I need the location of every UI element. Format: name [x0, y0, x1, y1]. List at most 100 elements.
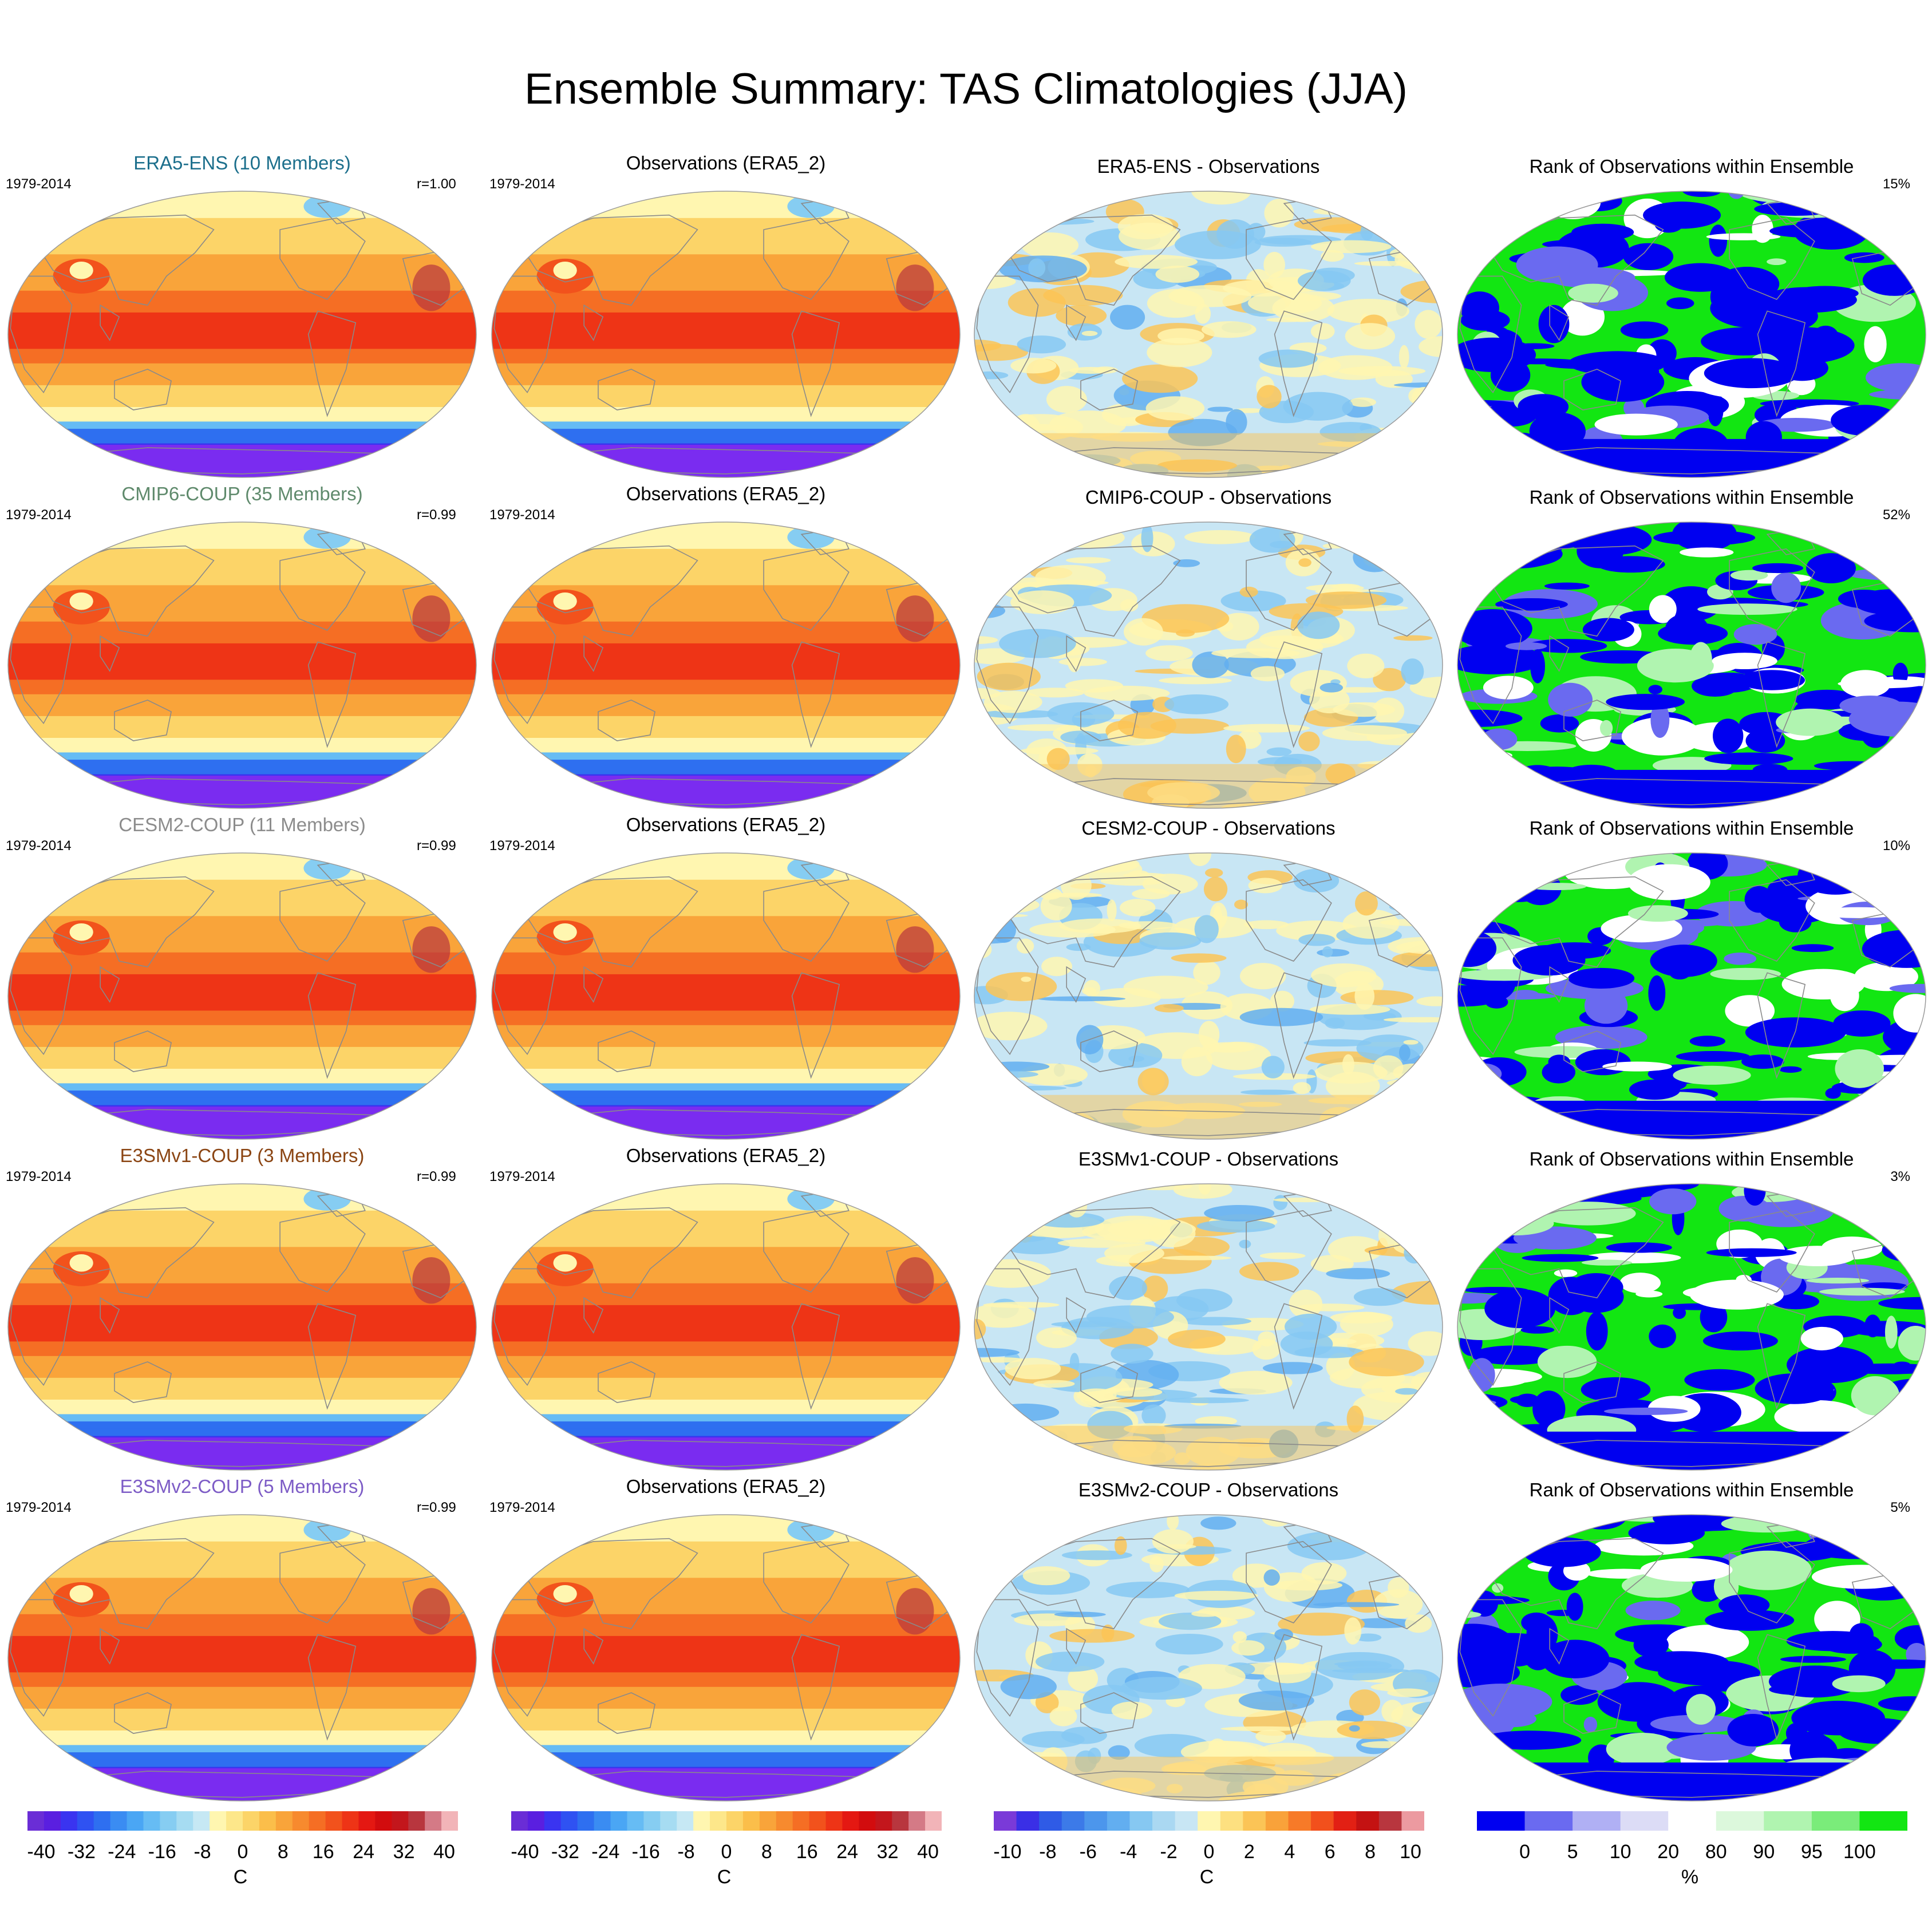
colorbar-tick-label: 0 [1519, 1841, 1531, 1863]
colorbar-tick-label: 6 [1324, 1841, 1336, 1863]
obs-panel-title: Observations (ERA5_2) [626, 152, 826, 173]
rank-percent-label: 3% [1890, 1169, 1910, 1184]
colorbar-tick-label: 80 [1705, 1841, 1727, 1863]
colorbar-swatch [908, 1811, 926, 1831]
colorbar-swatch [825, 1811, 843, 1831]
colorbar-swatch [375, 1811, 392, 1831]
model-panel-title: CESM2-COUP (11 Members) [118, 814, 366, 835]
colorbar-swatch [176, 1811, 193, 1831]
colorbar-swatch [1859, 1811, 1907, 1831]
rank-map [1457, 1183, 1926, 1471]
colorbar-tick-label: -24 [591, 1841, 620, 1863]
colorbar-swatch [408, 1811, 425, 1831]
obs-panel-title: Observations (ERA5_2) [626, 483, 826, 504]
colorbar-swatch [1401, 1811, 1424, 1831]
difference-map [974, 191, 1443, 478]
figure-title: Ensemble Summary: TAS Climatologies (JJA… [524, 65, 1408, 113]
colorbar [511, 1811, 942, 1831]
colorbar-tick-label: 10 [1609, 1841, 1631, 1863]
diff-panel-title: ERA5-ENS - Observations [1097, 156, 1320, 177]
correlation-label: r=0.99 [417, 507, 456, 523]
colorbar-tick-label: 90 [1753, 1841, 1775, 1863]
rank-map [1457, 191, 1926, 478]
rank-panel-title: Rank of Observations within Ensemble [1529, 1148, 1854, 1170]
colorbar-swatch [1311, 1811, 1334, 1831]
colorbar-swatch [1175, 1811, 1198, 1831]
colorbar-swatch [1573, 1811, 1621, 1831]
colorbar-tick-label: 8 [1365, 1841, 1376, 1863]
colorbar-swatch [994, 1811, 1017, 1831]
colorbar [27, 1811, 458, 1831]
colorbar-swatch [925, 1811, 942, 1831]
observation-map [491, 191, 961, 478]
correlation-label: r=0.99 [417, 1169, 456, 1184]
colorbar-swatch [643, 1811, 661, 1831]
colorbar-swatch [1356, 1811, 1380, 1831]
difference-map [974, 521, 1443, 809]
colorbar-swatch [1129, 1811, 1153, 1831]
colorbar-tick-label: 5 [1567, 1841, 1578, 1863]
colorbar-tick-label: -8 [193, 1841, 211, 1863]
colorbar-tick-label: -32 [551, 1841, 579, 1863]
colorbar-swatch [1084, 1811, 1108, 1831]
colorbar-swatch [627, 1811, 644, 1831]
colorbar-tick-label: -24 [108, 1841, 136, 1863]
colorbar-swatch [259, 1811, 276, 1831]
obs-period-label: 1979-2014 [489, 1169, 555, 1184]
correlation-label: r=0.99 [417, 1500, 456, 1515]
diff-panel-title: CESM2-COUP - Observations [1081, 817, 1336, 839]
colorbar-swatch [742, 1811, 760, 1831]
colorbar-swatch [60, 1811, 78, 1831]
period-label: 1979-2014 [6, 1169, 72, 1184]
colorbar-tick-label: 4 [1284, 1841, 1295, 1863]
obs-panel-title: Observations (ERA5_2) [626, 1476, 826, 1497]
colorbar-tick-label: 100 [1843, 1841, 1876, 1863]
colorbar-swatch [693, 1811, 710, 1831]
correlation-label: r=0.99 [417, 838, 456, 854]
colorbar-swatch [1016, 1811, 1040, 1831]
observation-map [491, 1183, 961, 1471]
colorbar-swatch [143, 1811, 160, 1831]
colorbar-swatch [560, 1811, 578, 1831]
colorbar-swatch [875, 1811, 892, 1831]
colorbar-tick-label: 0 [1203, 1841, 1215, 1863]
colorbar-tick-label: 95 [1800, 1841, 1823, 1863]
colorbar-swatch [1243, 1811, 1266, 1831]
colorbar-swatch [77, 1811, 94, 1831]
colorbar-swatch [425, 1811, 442, 1831]
model-panel-title: E3SMv1-COUP (3 Members) [120, 1145, 365, 1166]
colorbar-unit-label: C [1199, 1866, 1214, 1888]
colorbar-swatch [210, 1811, 227, 1831]
colorbar-swatch [1378, 1811, 1402, 1831]
period-label: 1979-2014 [6, 1500, 72, 1515]
rank-percent-label: 15% [1882, 176, 1910, 192]
colorbar-swatch [1811, 1811, 1860, 1831]
colorbar-tick-label: -40 [511, 1841, 539, 1863]
colorbar-tick-label: 8 [277, 1841, 289, 1863]
colorbar-tick-label: 8 [761, 1841, 772, 1863]
colorbar-swatch [1764, 1811, 1812, 1831]
colorbar-swatch [226, 1811, 243, 1831]
colorbar-swatch [1524, 1811, 1573, 1831]
colorbar-tick-label: -8 [677, 1841, 695, 1863]
colorbar-swatch [1107, 1811, 1130, 1831]
colorbar-swatch [93, 1811, 111, 1831]
colorbar-swatch [842, 1811, 859, 1831]
model-panel-title: CMIP6-COUP (35 Members) [121, 483, 363, 504]
colorbar-tick-label: -16 [148, 1841, 176, 1863]
obs-panel-title: Observations (ERA5_2) [626, 814, 826, 835]
colorbar-swatch [792, 1811, 810, 1831]
obs-period-label: 1979-2014 [489, 176, 555, 192]
diff-panel-title: E3SMv1-COUP - Observations [1078, 1148, 1339, 1170]
diff-panel-title: CMIP6-COUP - Observations [1085, 487, 1332, 508]
obs-panel-title: Observations (ERA5_2) [626, 1145, 826, 1166]
colorbar-tick-label: -6 [1079, 1841, 1097, 1863]
colorbar-swatch [859, 1811, 876, 1831]
colorbar-swatch [292, 1811, 310, 1831]
colorbar-swatch [160, 1811, 177, 1831]
difference-map [974, 1183, 1443, 1471]
model-map [7, 1183, 477, 1471]
model-map [7, 1514, 477, 1801]
model-panel-title: ERA5-ENS (10 Members) [133, 152, 351, 173]
colorbar-swatch [1152, 1811, 1176, 1831]
